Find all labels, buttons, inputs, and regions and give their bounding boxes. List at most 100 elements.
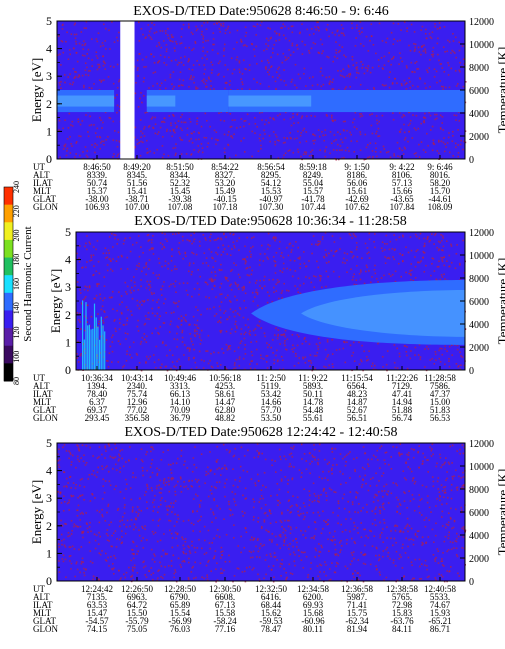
noise-pixel <box>169 331 171 333</box>
noise-pixel <box>405 246 407 248</box>
noise-pixel <box>445 479 447 482</box>
noise-pixel <box>272 237 275 239</box>
noise-pixel <box>146 501 148 503</box>
noise-pixel <box>59 156 61 159</box>
noise-pixel <box>351 27 354 29</box>
noise-pixel <box>409 236 412 238</box>
noise-pixel <box>289 149 291 152</box>
noise-pixel <box>382 502 385 505</box>
noise-pixel <box>305 140 308 143</box>
noise-pixel <box>79 289 81 291</box>
noise-pixel <box>403 115 406 117</box>
noise-pixel <box>84 245 86 248</box>
noise-pixel <box>150 446 152 448</box>
noise-pixel <box>447 74 450 76</box>
noise-pixel <box>452 526 455 529</box>
noise-pixel <box>375 277 378 280</box>
noise-pixel <box>296 334 299 336</box>
noise-pixel <box>226 253 228 255</box>
noise-pixel <box>223 133 226 136</box>
noise-pixel <box>360 510 362 512</box>
noise-pixel <box>227 25 230 28</box>
table-row-label: ALT <box>33 170 50 180</box>
noise-pixel <box>108 565 110 567</box>
noise-pixel <box>217 365 219 367</box>
noise-pixel <box>423 242 426 245</box>
noise-pixel <box>85 114 87 116</box>
noise-pixel <box>303 151 306 153</box>
noise-pixel <box>444 535 447 538</box>
noise-pixel <box>179 476 182 478</box>
noise-pixel <box>235 264 237 266</box>
noise-pixel <box>305 276 307 278</box>
noise-pixel <box>254 482 256 484</box>
noise-pixel <box>180 324 183 326</box>
noise-pixel <box>268 539 271 541</box>
noise-pixel <box>264 133 266 135</box>
noise-pixel <box>120 577 122 579</box>
noise-pixel <box>90 254 92 257</box>
table-cell: 8186. <box>347 170 367 180</box>
noise-pixel <box>338 348 341 351</box>
noise-pixel <box>154 116 156 119</box>
noise-pixel <box>83 499 85 501</box>
noise-pixel <box>319 240 321 243</box>
noise-pixel <box>353 576 355 578</box>
noise-pixel <box>148 126 150 128</box>
noise-pixel <box>280 480 283 482</box>
noise-pixel <box>446 471 448 473</box>
noise-pixel <box>302 356 304 359</box>
noise-pixel <box>460 355 462 357</box>
noise-pixel <box>105 560 108 562</box>
noise-pixel <box>297 257 300 259</box>
noise-pixel <box>255 545 257 548</box>
noise-pixel <box>234 246 236 249</box>
noise-pixel <box>440 256 443 259</box>
noise-pixel <box>265 573 267 576</box>
noise-pixel <box>68 555 71 558</box>
noise-pixel <box>82 48 84 50</box>
table-cell: 50.11 <box>303 389 323 399</box>
noise-pixel <box>65 40 67 43</box>
noise-pixel <box>178 85 180 87</box>
noise-pixel <box>219 60 221 63</box>
noise-pixel <box>169 349 171 352</box>
noise-pixel <box>448 86 451 89</box>
noise-pixel <box>302 512 305 515</box>
noise-pixel <box>161 243 164 246</box>
noise-pixel <box>406 517 409 520</box>
noise-pixel <box>381 475 383 477</box>
noise-pixel <box>432 55 434 58</box>
noise-pixel <box>235 58 238 61</box>
noise-pixel <box>402 234 404 237</box>
noise-pixel <box>191 540 193 543</box>
noise-pixel <box>194 361 197 364</box>
noise-pixel <box>444 143 446 145</box>
noise-pixel <box>367 536 369 539</box>
noise-pixel <box>427 348 430 350</box>
noise-pixel <box>195 253 198 256</box>
noise-pixel <box>242 515 244 517</box>
noise-pixel <box>145 576 148 578</box>
noise-pixel <box>414 233 417 236</box>
noise-pixel <box>291 31 294 34</box>
noise-pixel <box>442 486 445 489</box>
noise-pixel <box>209 489 212 492</box>
noise-pixel <box>104 457 106 459</box>
noise-pixel <box>372 44 375 46</box>
noise-pixel <box>326 115 328 117</box>
noise-pixel <box>153 361 156 364</box>
noise-pixel <box>130 310 132 313</box>
noise-pixel <box>292 447 294 450</box>
noise-pixel <box>461 547 464 549</box>
noise-pixel <box>409 86 411 89</box>
noise-pixel <box>118 458 120 460</box>
noise-pixel <box>404 552 407 554</box>
noise-pixel <box>340 70 342 72</box>
noise-pixel <box>169 76 172 79</box>
noise-pixel <box>124 237 127 240</box>
noise-pixel <box>211 137 213 140</box>
noise-pixel <box>379 536 381 539</box>
noise-pixel <box>413 127 416 130</box>
noise-pixel <box>315 243 317 246</box>
